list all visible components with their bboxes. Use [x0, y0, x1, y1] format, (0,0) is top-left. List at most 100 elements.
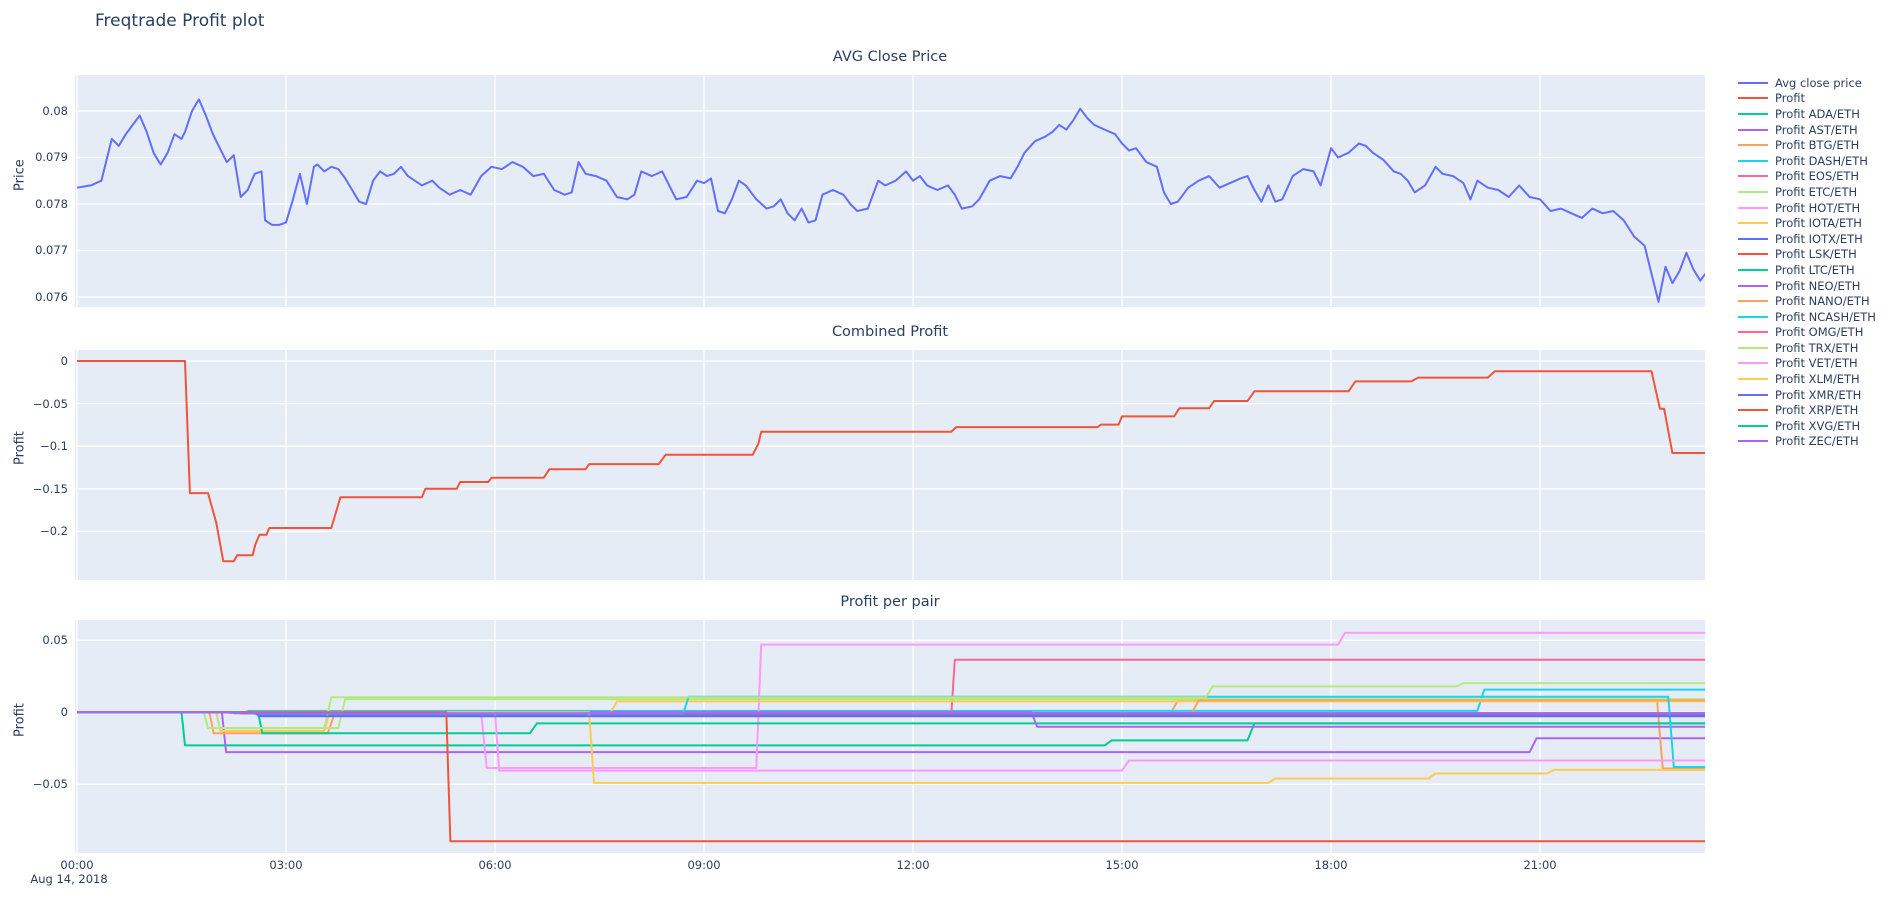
price-axis-title: Price	[12, 159, 28, 191]
legend-item-profit-xvg-eth[interactable]: Profit XVG/ETH	[1738, 418, 1876, 434]
combined-profit-plot	[75, 350, 1705, 580]
series-line-profit-vet-eth	[77, 711, 1705, 772]
legend-item-profit-vet-eth[interactable]: Profit VET/ETH	[1738, 356, 1876, 372]
legend-label: Profit HOT/ETH	[1775, 200, 1861, 215]
legend-item-profit-hot-eth[interactable]: Profit HOT/ETH	[1738, 200, 1876, 216]
legend-line-swatch	[1738, 144, 1768, 147]
y-tick-label: −0.1	[40, 439, 68, 454]
legend-label: Profit DASH/ETH	[1775, 153, 1868, 168]
legend-label: Profit NANO/ETH	[1775, 294, 1870, 309]
legend-item-profit-nano-eth[interactable]: Profit NANO/ETH	[1738, 293, 1876, 309]
legend-item-profit-ast-eth[interactable]: Profit AST/ETH	[1738, 122, 1876, 138]
legend-line-swatch	[1738, 253, 1768, 256]
series-line-profit-hot-eth	[77, 631, 1705, 769]
legend-item-avg-close-price[interactable]: Avg close price	[1738, 75, 1876, 91]
legend-label: Profit ZEC/ETH	[1775, 434, 1859, 449]
legend-label: Profit AST/ETH	[1775, 122, 1858, 137]
profit-per-pair-axis-title: Profit	[12, 702, 28, 737]
legend-line-swatch	[1738, 81, 1768, 84]
legend-item-profit-xlm-eth[interactable]: Profit XLM/ETH	[1738, 371, 1876, 387]
legend-item-profit[interactable]: Profit	[1738, 91, 1876, 107]
series-line-profit-xrp-eth	[77, 711, 1705, 843]
avg-close-price-title: AVG Close Price	[832, 49, 948, 65]
legend-line-swatch	[1738, 159, 1768, 162]
y-tick-label: −0.05	[32, 777, 68, 792]
legend-label: Profit XVG/ETH	[1775, 418, 1861, 433]
legend-item-profit-dash-eth[interactable]: Profit DASH/ETH	[1738, 153, 1876, 169]
legend-label: Profit EOS/ETH	[1775, 169, 1860, 184]
legend-line-swatch	[1738, 424, 1768, 427]
legend-label: Profit	[1775, 91, 1805, 106]
legend-item-profit-iota-eth[interactable]: Profit IOTA/ETH	[1738, 215, 1876, 231]
legend-label: Profit LTC/ETH	[1775, 262, 1855, 277]
legend-line-swatch	[1738, 175, 1768, 178]
legend-line-swatch	[1738, 440, 1768, 443]
legend-item-profit-ncash-eth[interactable]: Profit NCASH/ETH	[1738, 309, 1876, 325]
legend-line-swatch	[1738, 206, 1768, 209]
legend-label: Profit TRX/ETH	[1775, 340, 1859, 355]
legend-item-profit-btg-eth[interactable]: Profit BTG/ETH	[1738, 137, 1876, 153]
profit-per-pair-chart: Profit per pair Profit Aug 14, 2018 0.05…	[13, 594, 1705, 886]
legend-line-swatch	[1738, 300, 1768, 303]
y-tick-label: 0.079	[35, 150, 68, 165]
y-tick-label: 0.05	[42, 633, 68, 648]
legend-label: Profit XLM/ETH	[1775, 372, 1860, 387]
series-line-profit-trx-eth	[77, 682, 1705, 730]
legend-item-profit-lsk-eth[interactable]: Profit LSK/ETH	[1738, 247, 1876, 263]
legend-label: Profit BTG/ETH	[1775, 138, 1860, 153]
page-title: Freqtrade Profit plot	[95, 11, 265, 31]
legend-label: Avg close price	[1775, 75, 1862, 90]
x-tick-label: 00:00	[60, 858, 94, 872]
legend-item-profit-iotx-eth[interactable]: Profit IOTX/ETH	[1738, 231, 1876, 247]
legend-item-profit-xmr-eth[interactable]: Profit XMR/ETH	[1738, 387, 1876, 403]
combined-profit-title: Combined Profit	[831, 324, 949, 340]
legend-line-swatch	[1738, 128, 1768, 131]
y-tick-label: −0.15	[32, 481, 68, 496]
legend-item-profit-ltc-eth[interactable]: Profit LTC/ETH	[1738, 262, 1876, 278]
legend-line-swatch	[1738, 237, 1768, 240]
legend-line-swatch	[1738, 346, 1768, 349]
y-tick-label: 0	[60, 705, 68, 720]
x-tick-label: 15:00	[1105, 858, 1139, 872]
y-tick-label: −0.2	[40, 524, 68, 539]
legend-line-swatch	[1738, 284, 1768, 287]
y-tick-label: 0	[60, 353, 68, 368]
x-tick-label: 21:00	[1523, 858, 1557, 872]
x-tick-label: 06:00	[478, 858, 512, 872]
plot-area[interactable]	[75, 75, 1705, 307]
legend-label: Profit XRP/ETH	[1775, 403, 1859, 418]
legend-item-profit-zec-eth[interactable]: Profit ZEC/ETH	[1738, 434, 1876, 450]
legend-line-swatch	[1738, 268, 1768, 271]
legend-label: Profit OMG/ETH	[1775, 325, 1864, 340]
legend-item-profit-omg-eth[interactable]: Profit OMG/ETH	[1738, 325, 1876, 341]
plot-area[interactable]	[75, 350, 1705, 580]
x-tick-label: 12:00	[896, 858, 930, 872]
legend-label: Profit NEO/ETH	[1775, 278, 1861, 293]
legend-item-profit-xrp-eth[interactable]: Profit XRP/ETH	[1738, 402, 1876, 418]
y-tick-label: 0.077	[35, 243, 68, 258]
legend-line-swatch	[1738, 378, 1768, 381]
legend-line-swatch	[1738, 409, 1768, 412]
legend-line-swatch	[1738, 331, 1768, 334]
x-axis-date-label: Aug 14, 2018	[30, 872, 108, 886]
legend-line-swatch	[1738, 222, 1768, 225]
legend-item-profit-trx-eth[interactable]: Profit TRX/ETH	[1738, 340, 1876, 356]
y-tick-label: 0.076	[35, 290, 68, 304]
legend-item-profit-ada-eth[interactable]: Profit ADA/ETH	[1738, 106, 1876, 122]
legend-label: Profit XMR/ETH	[1775, 387, 1862, 402]
legend-label: Profit IOTX/ETH	[1775, 231, 1863, 246]
series-line-profit	[77, 360, 1705, 563]
legend-label: Profit VET/ETH	[1775, 356, 1858, 371]
x-tick-label: 03:00	[269, 858, 303, 872]
y-tick-label: −0.05	[32, 396, 68, 411]
legend-item-profit-etc-eth[interactable]: Profit ETC/ETH	[1738, 184, 1876, 200]
legend-item-profit-eos-eth[interactable]: Profit EOS/ETH	[1738, 169, 1876, 185]
legend-label: Profit NCASH/ETH	[1775, 309, 1876, 324]
y-tick-label: 0.078	[35, 196, 68, 211]
avg-close-price-plot	[75, 75, 1705, 307]
legend-line-swatch	[1738, 112, 1768, 115]
y-tick-label: 0.08	[42, 103, 68, 118]
legend-item-profit-neo-eth[interactable]: Profit NEO/ETH	[1738, 278, 1876, 294]
combined-profit-chart: Combined Profit Profit 0 −0.05 −0.1 −0.15 −0…	[13, 324, 1705, 580]
